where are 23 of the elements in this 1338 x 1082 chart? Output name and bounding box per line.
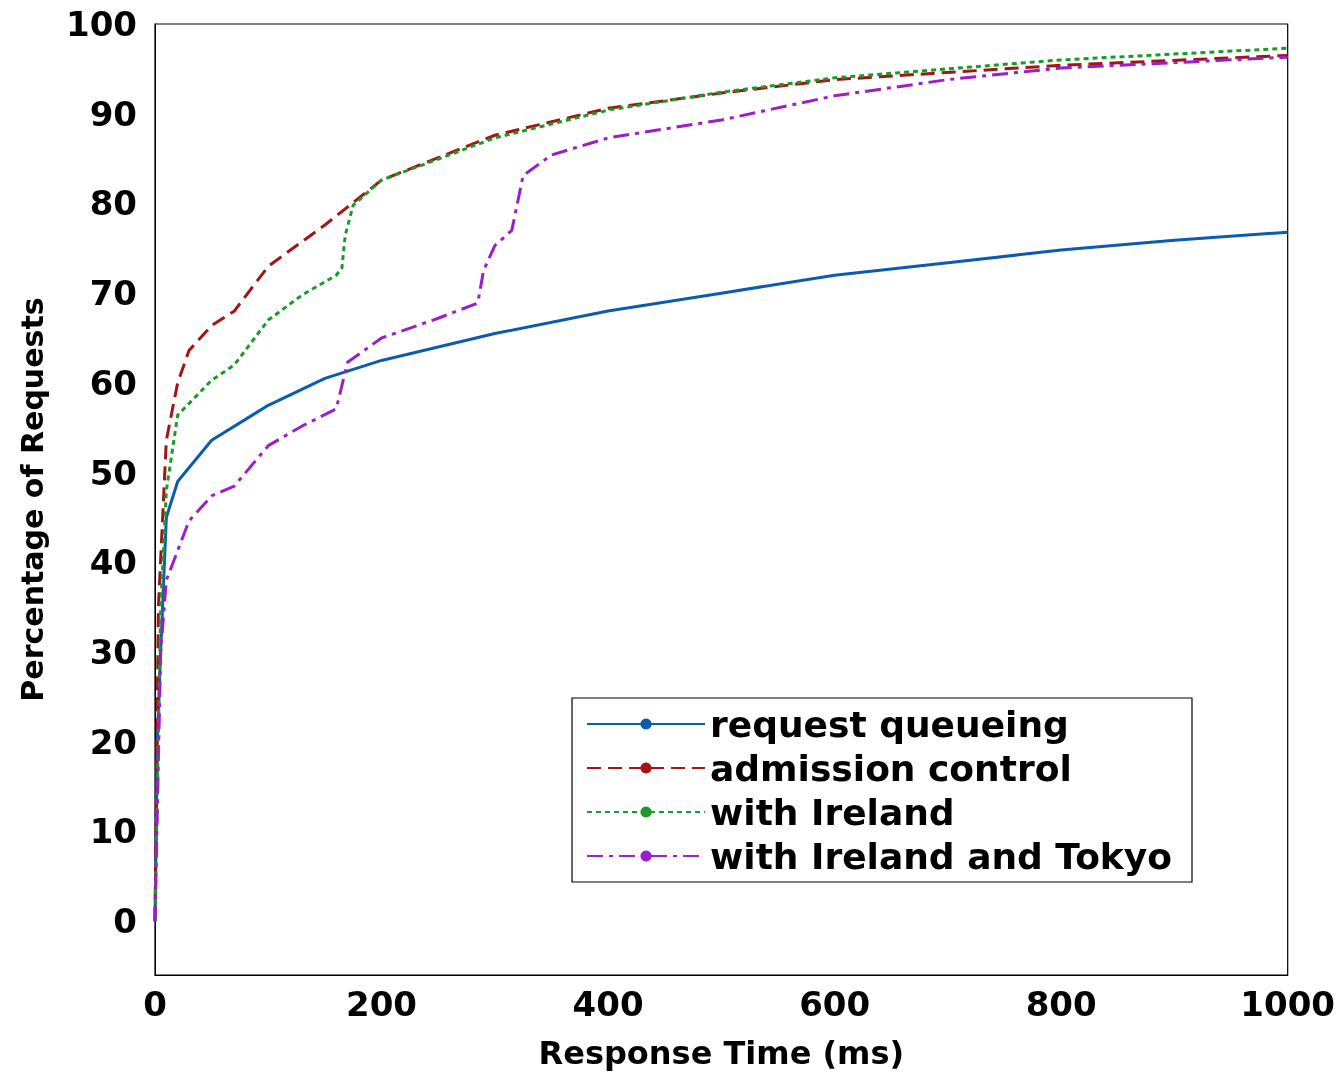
y-tick-label: 80 [89, 183, 137, 224]
legend-label: with Ireland [710, 791, 955, 833]
y-tick-label: 50 [89, 452, 137, 493]
x-tick-label: 0 [143, 984, 167, 1024]
y-tick-label: 30 [89, 632, 137, 673]
x-tick-label: 800 [1025, 984, 1097, 1024]
y-tick-label: 100 [66, 4, 137, 44]
y-tick-label: 10 [89, 811, 137, 852]
y-tick-label: 0 [113, 901, 137, 942]
y-tick-label: 20 [89, 721, 137, 762]
legend-label: admission control [710, 747, 1072, 789]
legend-label: with Ireland and Tokyo [710, 835, 1173, 877]
x-tick-label: 600 [799, 984, 871, 1024]
legend-label: request queueing [710, 703, 1069, 745]
x-tick-label: 1000 [1240, 984, 1336, 1024]
y-axis-title: Percentage of Requests [14, 297, 50, 702]
x-tick-label: 400 [572, 984, 644, 1024]
y-tick-label: 40 [89, 542, 137, 583]
y-tick-label: 60 [89, 362, 137, 403]
x-axis-title: Response Time (ms) [538, 1034, 905, 1072]
y-tick-label: 90 [89, 93, 137, 134]
x-tick-label: 200 [346, 984, 418, 1024]
y-tick-label: 70 [89, 273, 137, 314]
